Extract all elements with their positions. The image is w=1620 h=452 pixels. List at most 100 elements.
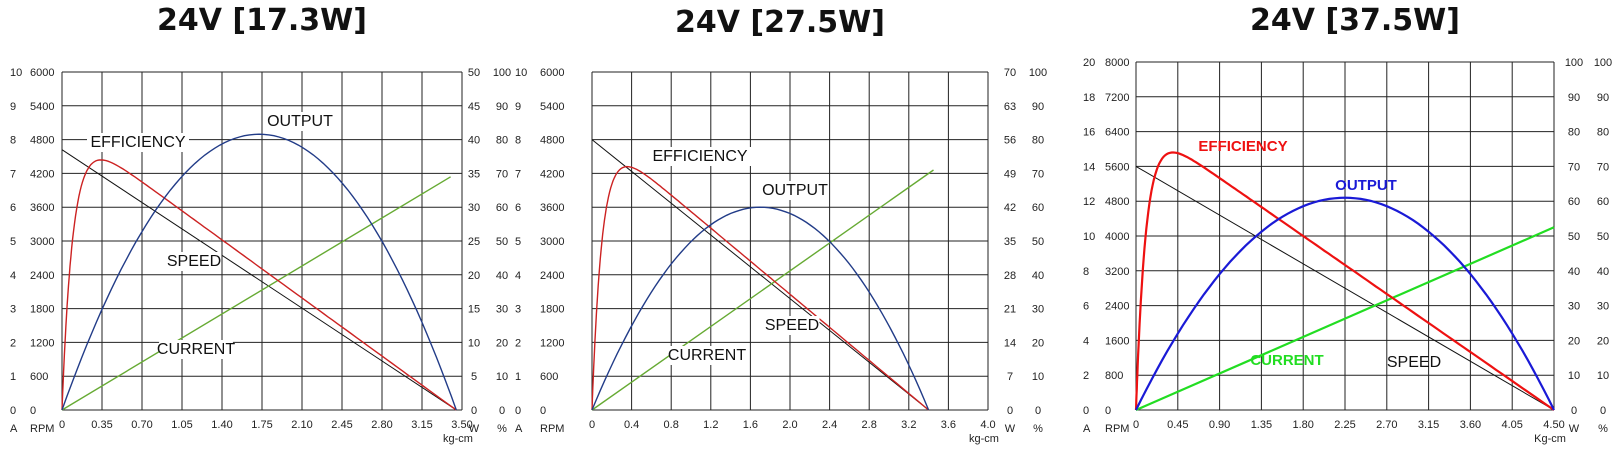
left-axis-unit: RPM: [30, 423, 54, 435]
left-axis-tick-a: 6: [515, 202, 521, 214]
x-tick-label: 0.35: [91, 419, 112, 431]
right-axis-tick-percent: 50: [1032, 236, 1044, 248]
right-axis-tick-w: 35: [468, 168, 480, 180]
x-tick-label: 1.35: [1251, 419, 1272, 431]
right-axis-tick-w: 0: [471, 405, 477, 417]
left-axis-tick-a: 4: [10, 270, 16, 282]
left-axis-tick-rpm: 2400: [1105, 301, 1129, 313]
left-axis-tick-a: 2: [515, 337, 521, 349]
left-axis-unit: A: [10, 423, 18, 435]
left-axis-tick-rpm: 7200: [1105, 92, 1129, 104]
x-tick-label: 3.15: [1418, 419, 1439, 431]
right-axis-unit: W: [1569, 423, 1580, 435]
right-axis-tick-w: 21: [1004, 304, 1016, 316]
series-efficiency-line: [1134, 151, 1555, 411]
left-axis-tick-a: 8: [10, 135, 16, 147]
x-tick-label: 3.60: [1460, 419, 1481, 431]
left-axis-tick-rpm: 3000: [540, 236, 564, 248]
x-tick-label: 3.50: [451, 419, 472, 431]
right-axis-unit: %: [1598, 423, 1608, 435]
x-tick-label: 0.4: [624, 419, 639, 431]
left-axis-tick-rpm: 6000: [540, 67, 564, 79]
right-axis-tick-w: 63: [1004, 101, 1016, 113]
x-tick-label: 1.2: [703, 419, 718, 431]
left-axis-tick-rpm: 600: [540, 371, 558, 383]
right-axis-unit: %: [1033, 423, 1043, 435]
curve-label-speed: SPEED: [765, 317, 819, 334]
right-axis-tick-w: 14: [1004, 337, 1016, 349]
right-axis-tick-percent: 60: [496, 202, 508, 214]
curve-label-output: OUTPUT: [762, 182, 828, 199]
curve-label-output: OUTPUT: [267, 113, 333, 130]
label-background: [166, 252, 222, 271]
left-axis-tick-a: 0: [1083, 405, 1089, 417]
x-tick-label: 1.6: [743, 419, 758, 431]
left-axis-unit: RPM: [1105, 423, 1129, 435]
left-axis-tick-a: 8: [1083, 266, 1089, 278]
left-axis-tick-a: 2: [1083, 370, 1089, 382]
x-tick-label: 0.8: [664, 419, 679, 431]
right-axis-tick-percent: 60: [1032, 202, 1044, 214]
left-axis-tick-a: 6: [1083, 301, 1089, 313]
right-axis-tick-w: 30: [1568, 301, 1580, 313]
x-tick-label: 4.50: [1543, 419, 1564, 431]
right-axis-tick-w: 5: [471, 371, 477, 383]
right-axis-tick-percent: 100: [493, 67, 511, 79]
series-efficiency-line: [591, 165, 930, 411]
left-axis-tick-a: 3: [515, 304, 521, 316]
right-axis-tick-percent: 30: [1032, 304, 1044, 316]
left-axis-tick-rpm: 800: [1105, 370, 1123, 382]
left-axis-tick-a: 10: [1083, 231, 1095, 243]
x-tick-label: 2.45: [331, 419, 352, 431]
left-axis-tick-a: 3: [10, 304, 16, 316]
series-speed-line: [591, 139, 929, 411]
right-axis-tick-percent: 100: [1594, 57, 1612, 69]
left-axis-tick-rpm: 3600: [540, 202, 564, 214]
left-axis-tick-rpm: 1800: [30, 304, 54, 316]
left-axis-tick-a: 7: [515, 168, 521, 180]
right-axis-tick-percent: 80: [1597, 127, 1609, 139]
right-axis-tick-percent: 90: [496, 101, 508, 113]
left-axis-tick-rpm: 3600: [30, 202, 54, 214]
right-axis-tick-w: 49: [1004, 168, 1016, 180]
chart-title: 24V [17.3W]: [157, 3, 367, 38]
x-tick-label: 3.2: [901, 419, 916, 431]
series-speed-line: [61, 149, 457, 411]
left-axis-tick-a: 10: [10, 67, 22, 79]
left-axis-tick-a: 12: [1083, 196, 1095, 208]
right-axis-tick-percent: 20: [1032, 337, 1044, 349]
left-axis-tick-a: 18: [1083, 92, 1095, 104]
chart-curve-labels: SPEED CURRENT EFFICIENCY OUTPUT: [1198, 138, 1441, 371]
right-axis-tick-w: 56: [1004, 135, 1016, 147]
right-axis-tick-w: 30: [468, 202, 480, 214]
curve-label-efficiency: EFFICIENCY: [1198, 138, 1287, 155]
right-axis-tick-w: 20: [1568, 335, 1580, 347]
left-axis-unit: A: [1083, 423, 1091, 435]
label-background: [159, 340, 233, 359]
right-axis-tick-percent: 10: [1597, 370, 1609, 382]
right-axis-tick-w: 0: [1007, 405, 1013, 417]
x-tick-label: 3.15: [411, 419, 432, 431]
left-axis-tick-a: 2: [10, 337, 16, 349]
left-axis-tick-rpm: 3000: [30, 236, 54, 248]
left-axis-tick-a: 0: [10, 405, 16, 417]
left-axis-tick-rpm: 5600: [1105, 161, 1129, 173]
right-axis-tick-percent: 50: [496, 236, 508, 248]
left-axis-tick-a: 7: [10, 168, 16, 180]
x-tick-label: 1.75: [251, 419, 272, 431]
series-speed-line: [1135, 165, 1555, 411]
left-axis-tick-a: 10: [515, 67, 527, 79]
chart-curve-labels: SPEED CURRENT EFFICIENCY OUTPUT: [87, 112, 333, 359]
right-axis-tick-percent: 60: [1597, 196, 1609, 208]
right-axis-tick-percent: 100: [1029, 67, 1047, 79]
left-axis-tick-rpm: 4200: [30, 168, 54, 180]
left-axis-tick-rpm: 1200: [30, 337, 54, 349]
left-axis-tick-rpm: 4800: [540, 135, 564, 147]
right-axis-tick-w: 90: [1568, 92, 1580, 104]
left-axis-tick-rpm: 1600: [1105, 335, 1129, 347]
right-axis-tick-w: 35: [1004, 236, 1016, 248]
curve-label-efficiency: EFFICIENCY: [652, 148, 747, 165]
curve-label-current: CURRENT: [668, 347, 746, 364]
curve-label-efficiency: EFFICIENCY: [90, 134, 185, 151]
